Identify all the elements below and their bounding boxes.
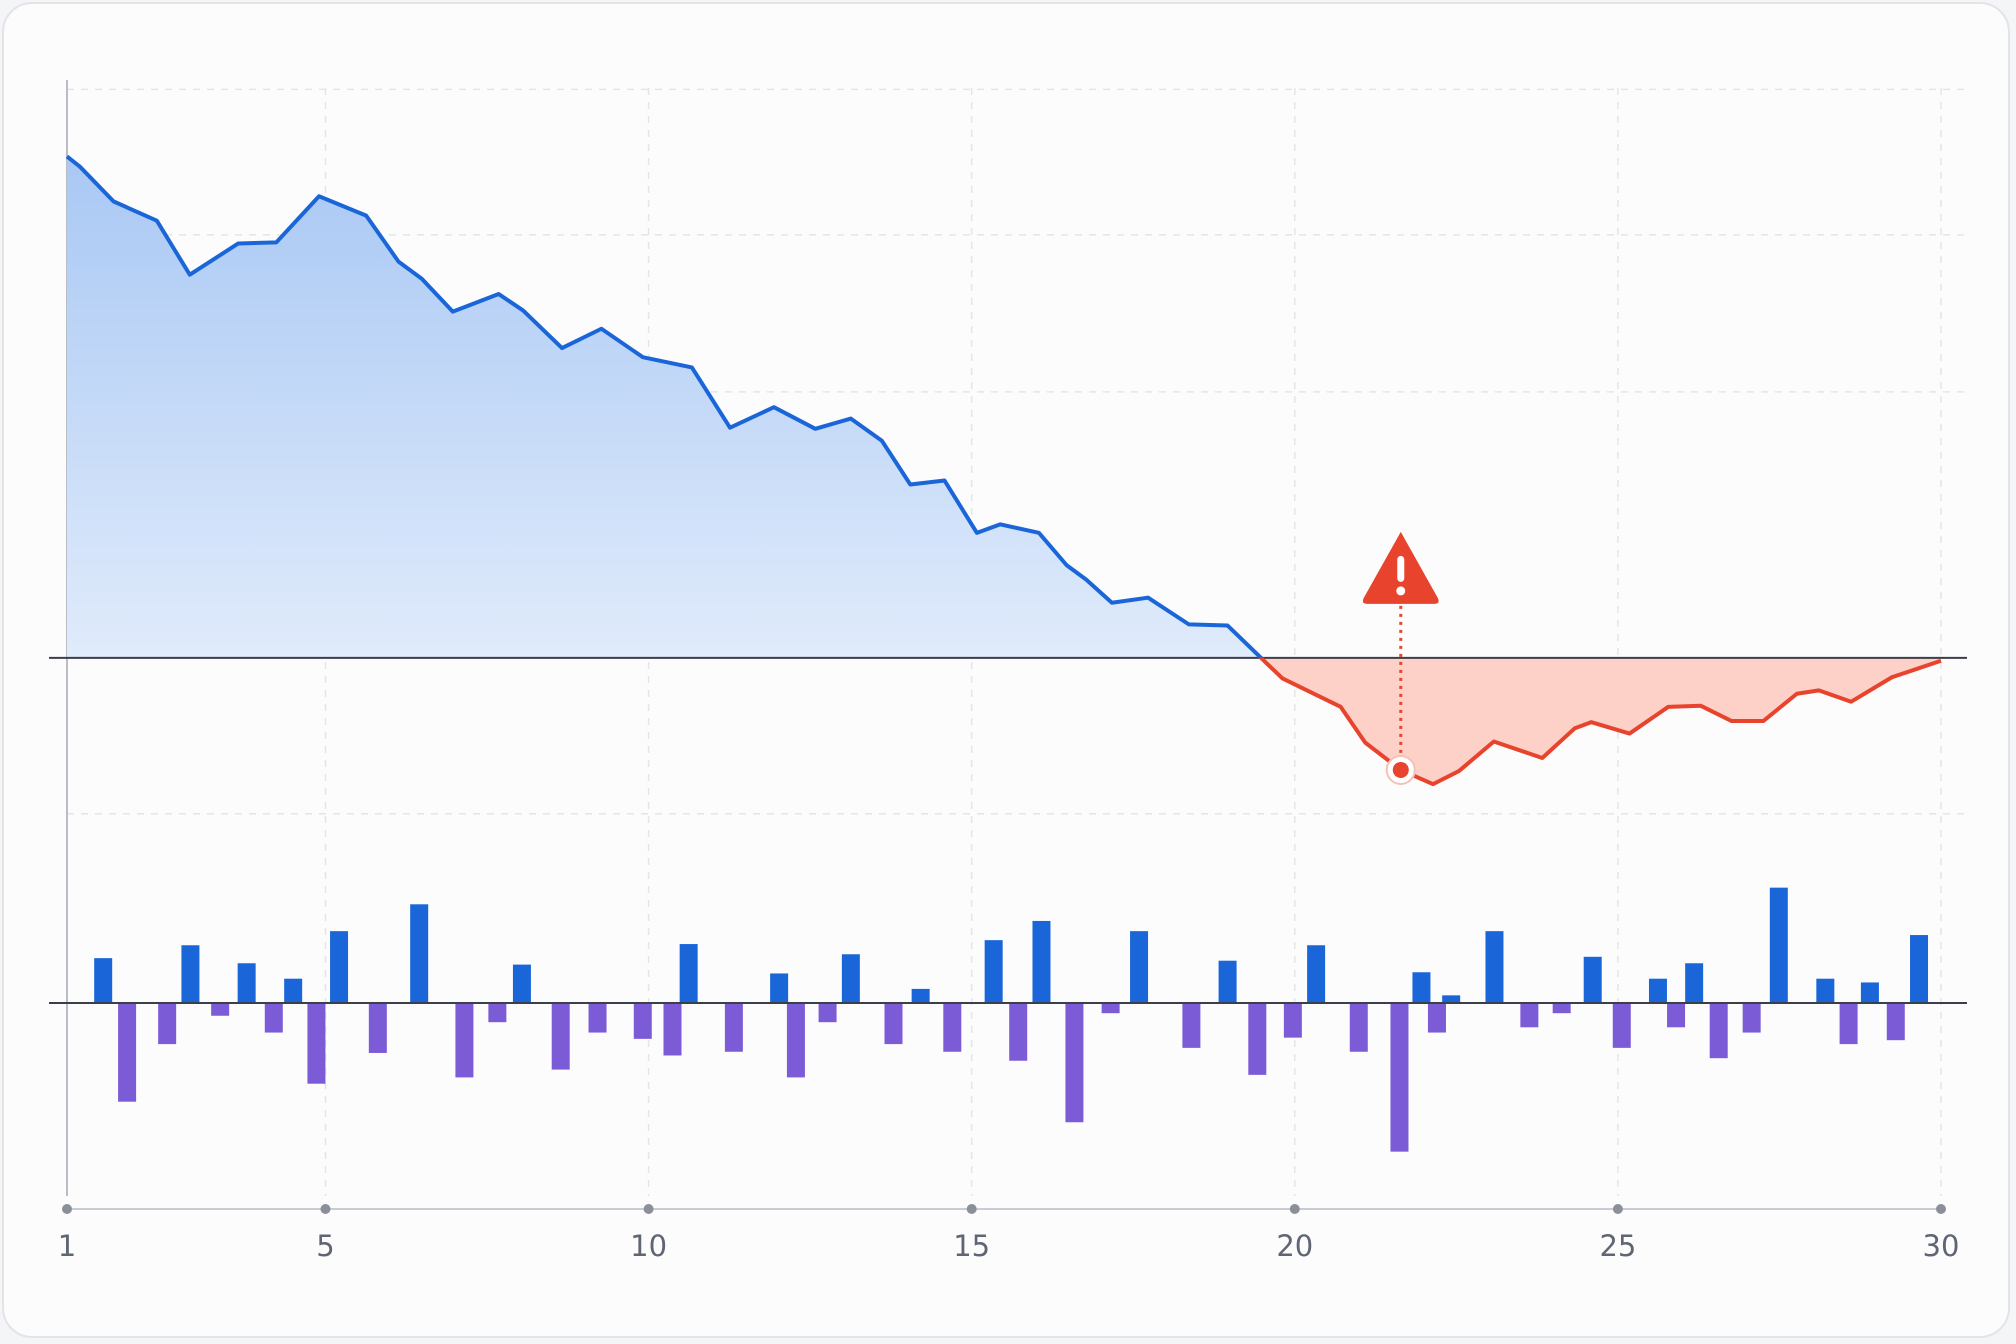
bar <box>1412 972 1431 1003</box>
bar <box>284 978 303 1003</box>
bar <box>633 1003 652 1039</box>
bar <box>1685 963 1704 1003</box>
bar <box>663 1003 682 1056</box>
bar <box>1520 1003 1539 1028</box>
x-tick-mark <box>643 1204 654 1214</box>
x-tick-label: 20 <box>1276 1229 1313 1263</box>
bar <box>1349 1003 1368 1052</box>
x-tick-mark <box>1936 1204 1946 1214</box>
bar <box>237 963 256 1003</box>
bar <box>1182 1003 1201 1048</box>
x-tick-mark <box>320 1204 331 1214</box>
bar <box>770 973 789 1003</box>
line-positive <box>65 154 1264 658</box>
x-tick-label: 30 <box>1923 1229 1960 1263</box>
alert-icon-bar <box>1397 555 1405 582</box>
alert-icon-dot <box>1396 586 1406 596</box>
bar <box>307 1003 326 1084</box>
bar <box>1130 931 1149 1003</box>
bar <box>1769 887 1788 1003</box>
bar <box>488 1003 507 1023</box>
bar <box>679 944 698 1003</box>
bar <box>1910 935 1929 1003</box>
bar <box>1648 978 1667 1003</box>
bar <box>1886 1003 1905 1041</box>
bar <box>1583 956 1602 1003</box>
bar <box>1427 1003 1446 1033</box>
bar <box>1032 920 1051 1003</box>
bar <box>1065 1003 1084 1123</box>
x-tick-label: 15 <box>953 1229 990 1263</box>
bar <box>588 1003 607 1033</box>
bar <box>1283 1003 1302 1038</box>
bar <box>984 940 1003 1003</box>
bar <box>1390 1003 1409 1152</box>
bar <box>1839 1003 1858 1045</box>
bar <box>551 1003 570 1070</box>
bar <box>264 1003 283 1033</box>
bar <box>1552 1003 1571 1014</box>
bar <box>884 1003 903 1045</box>
x-tick-mark <box>62 1204 72 1214</box>
bar <box>211 1003 230 1016</box>
bar <box>1816 978 1835 1003</box>
bar <box>1248 1003 1267 1075</box>
bar <box>1218 960 1237 1003</box>
bar <box>94 958 113 1003</box>
x-tick-label: 25 <box>1599 1229 1636 1263</box>
bar <box>786 1003 805 1078</box>
bar <box>911 988 930 1003</box>
bar <box>1485 931 1504 1003</box>
x-tick-label: 1 <box>58 1229 76 1263</box>
bar <box>1307 945 1326 1003</box>
bar <box>1009 1003 1028 1061</box>
bar <box>1860 982 1879 1003</box>
bar <box>1709 1003 1728 1059</box>
bar <box>330 931 349 1003</box>
x-tick-mark <box>1612 1204 1623 1214</box>
alert-point-core <box>1392 761 1409 778</box>
bar <box>1742 1003 1761 1033</box>
bar <box>943 1003 962 1052</box>
bar <box>181 945 200 1003</box>
bar <box>512 964 531 1003</box>
bar <box>1612 1003 1631 1048</box>
line-negative <box>1258 657 1942 787</box>
bar <box>368 1003 387 1053</box>
x-tick-mark <box>966 1204 977 1214</box>
bar <box>158 1003 177 1045</box>
bar <box>455 1003 474 1078</box>
x-tick-mark <box>1289 1204 1300 1214</box>
area-negative <box>67 657 1941 785</box>
bar <box>410 904 429 1003</box>
x-tick-label: 10 <box>630 1229 667 1263</box>
bar <box>1101 1003 1120 1014</box>
bar <box>818 1003 837 1023</box>
bar <box>1442 995 1461 1003</box>
bar <box>841 954 860 1003</box>
bar <box>118 1003 137 1102</box>
area-positive <box>67 156 1262 658</box>
x-tick-label: 5 <box>316 1229 334 1263</box>
bar <box>1667 1003 1686 1028</box>
bar <box>724 1003 743 1052</box>
